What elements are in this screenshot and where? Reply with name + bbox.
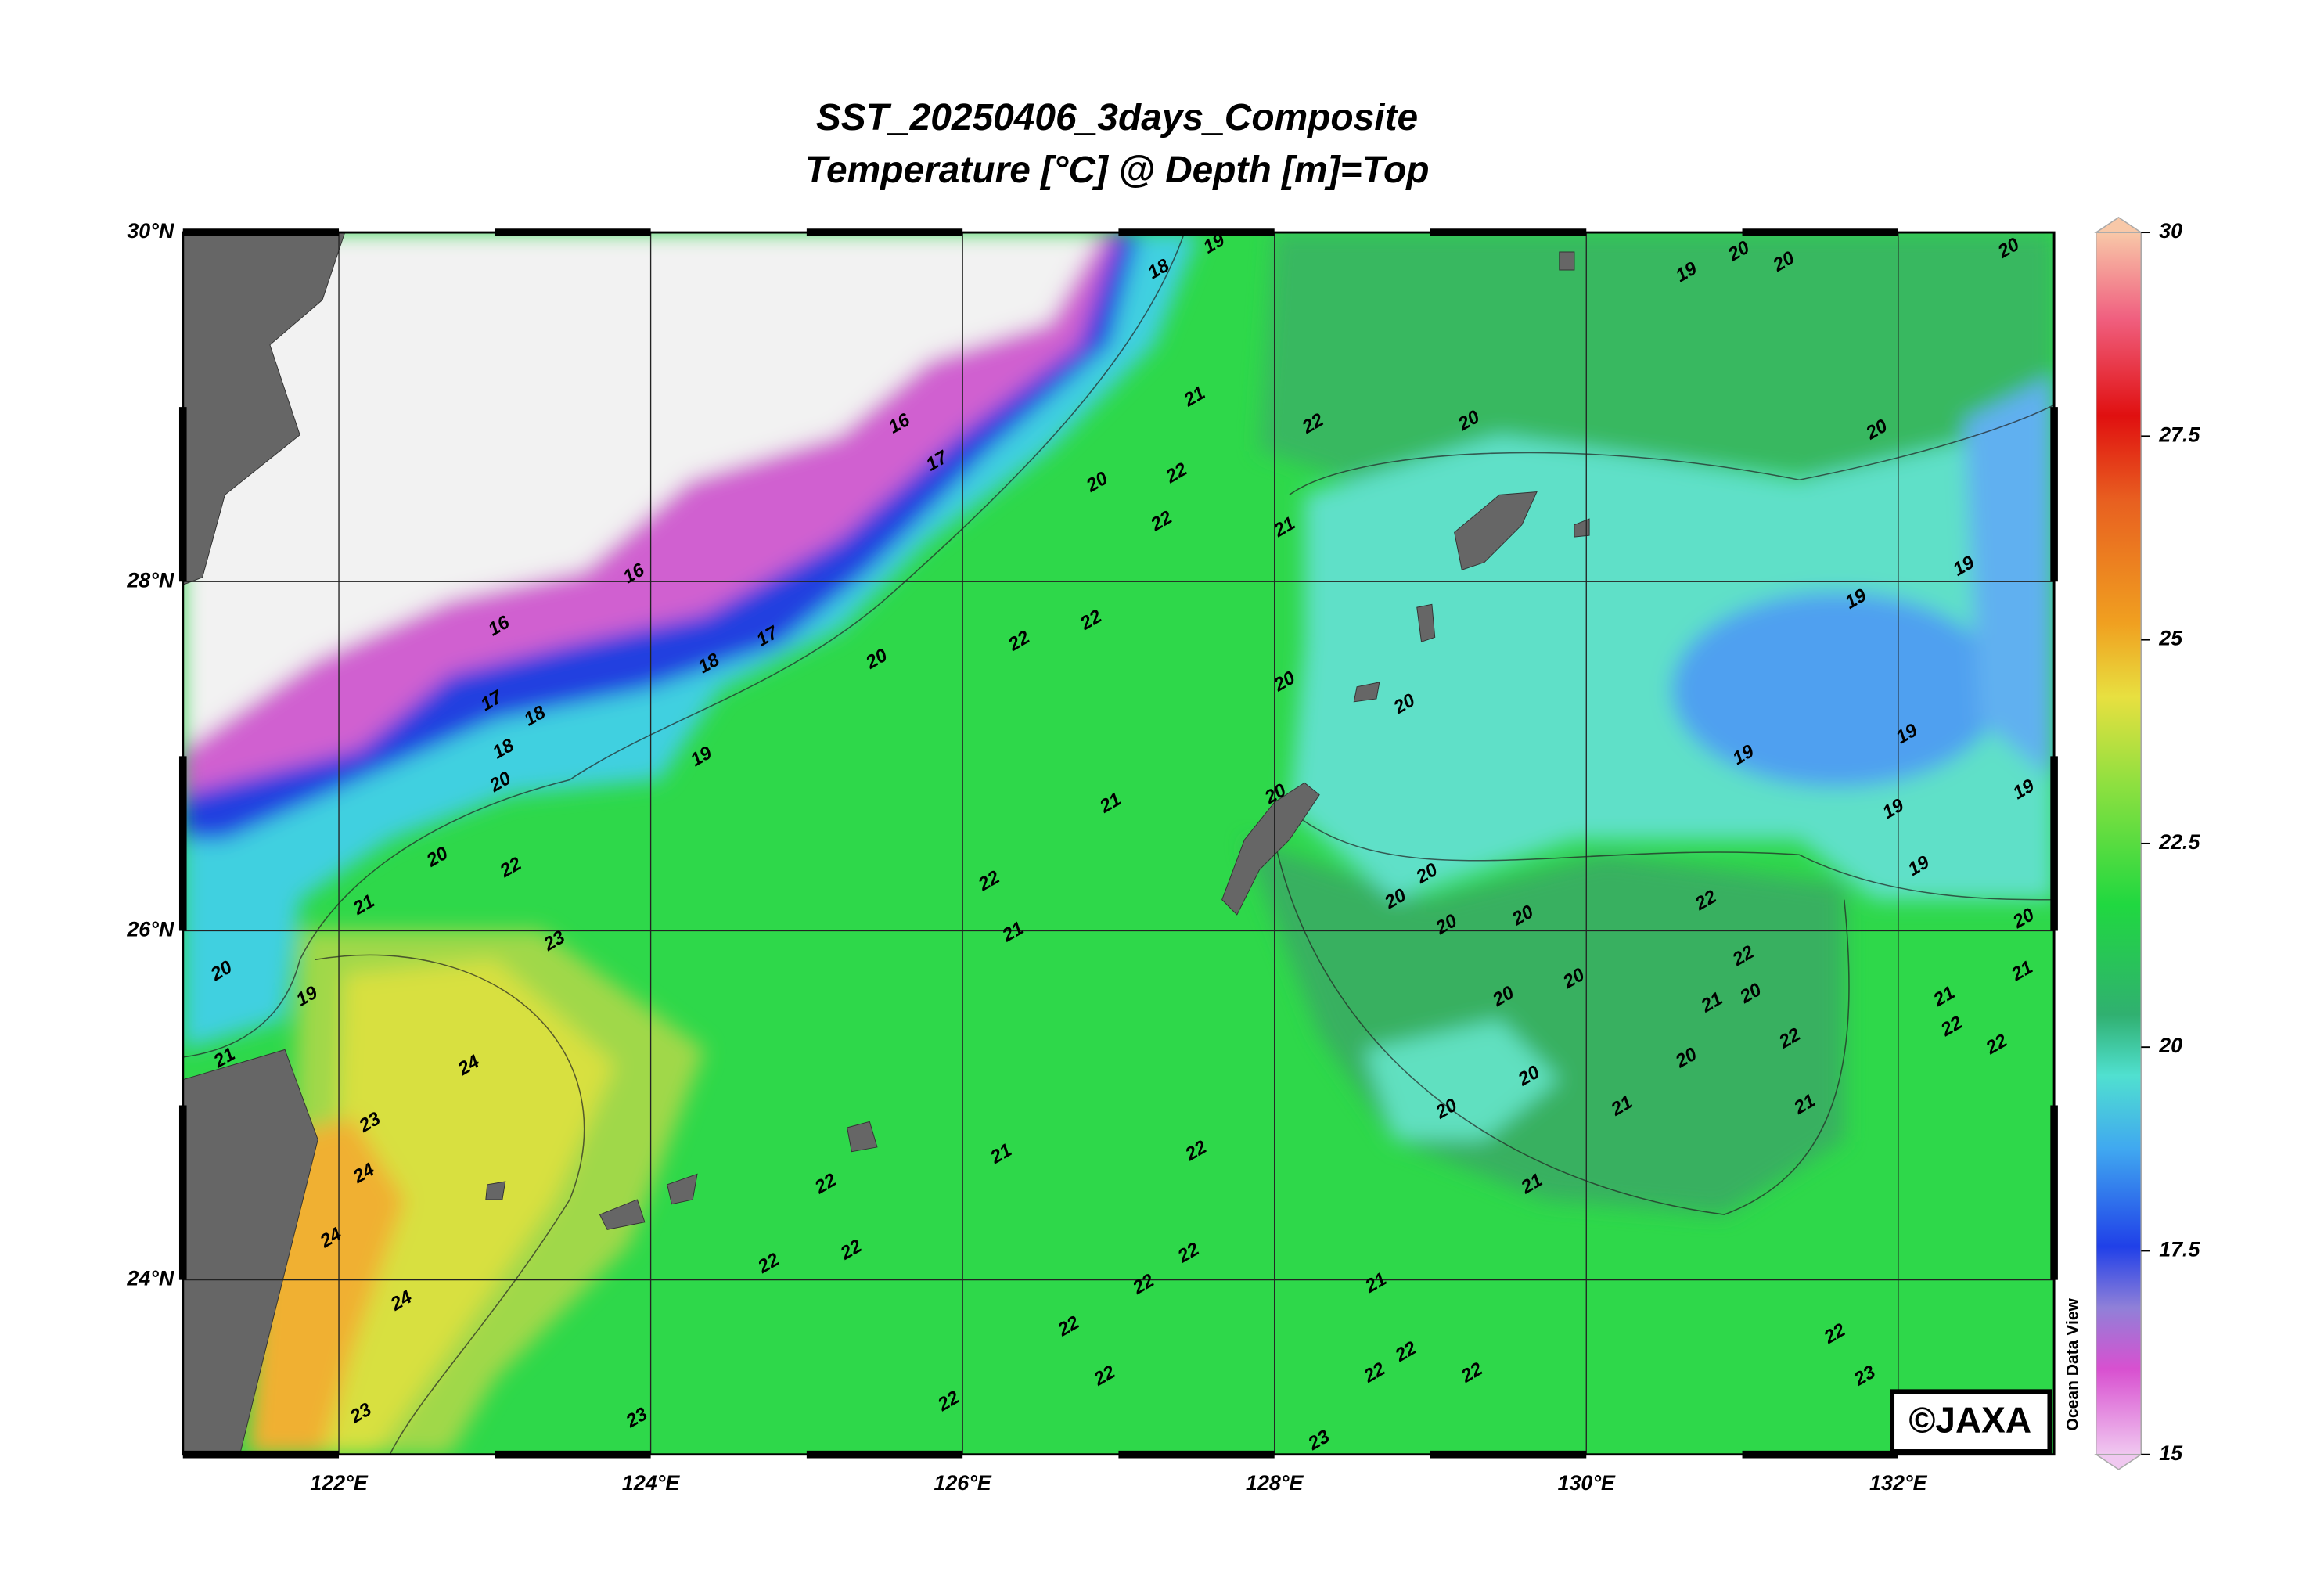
y-tick-label: 24°N: [126, 1267, 174, 1290]
colorbar-tick-label: 22.5: [2158, 830, 2200, 854]
subtitle: Temperature [°C] @ Depth [m]=Top: [805, 149, 1430, 191]
sst-field: [182, 232, 2055, 1455]
y-tick-label: 26°N: [126, 918, 174, 941]
colorbar-bottom-cap: [2094, 1453, 2143, 1470]
title: SST_20250406_3days_Composite: [816, 97, 1418, 139]
y-tick-label: 28°N: [126, 568, 174, 592]
x-tick-label: 132°E: [1869, 1471, 1927, 1495]
colorbar-tick-label: 27.5: [2158, 423, 2200, 446]
colorbar-tick-label: 30: [2159, 219, 2182, 243]
x-tick-label: 126°E: [934, 1471, 991, 1495]
colorbar-top-cap: [2094, 216, 2143, 233]
x-tick-label: 122°E: [310, 1471, 368, 1495]
credit-box: [1890, 1389, 2052, 1454]
x-tick-label: 128°E: [1246, 1471, 1304, 1495]
colorbar-tick-label: 20: [2158, 1034, 2182, 1057]
colorbar: [2095, 232, 2142, 1455]
x-tick-label: 124°E: [622, 1471, 680, 1495]
colorbar-tick-label: 17.5: [2159, 1238, 2200, 1261]
frame-ticks: [178, 228, 2058, 1459]
colorbar-tick-label: 25: [2158, 627, 2183, 650]
side-label: Ocean Data View: [2064, 1297, 2082, 1430]
x-tick-label: 130°E: [1558, 1471, 1616, 1495]
credit: ©JAXA: [1909, 1400, 2031, 1441]
y-tick-label: 30°N: [127, 219, 174, 243]
colorbar-tick-label: 15: [2159, 1441, 2183, 1465]
colorbar-ticks: 15 17.5 20 22.5 25 27.5 30: [2141, 219, 2200, 1465]
